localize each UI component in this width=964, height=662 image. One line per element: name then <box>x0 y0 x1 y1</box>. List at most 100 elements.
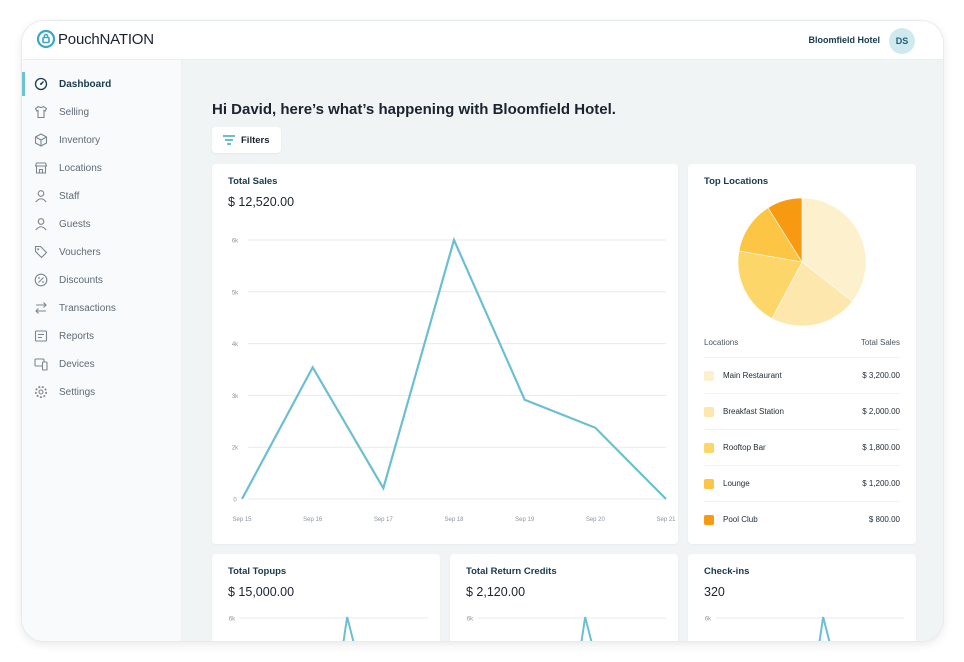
sidebar-item-label: Selling <box>59 106 90 118</box>
logo[interactable]: PouchNATION <box>36 29 154 49</box>
total-sales-line-chart: 0 2k 3k 4k 5k 6k Sep 15 Sep 16 Sep 17 Sep 18 Sep 1… <box>232 236 676 523</box>
sidebar-item-label: Reports <box>59 330 95 342</box>
location-amount: $ 1,200.00 <box>862 479 900 488</box>
card-title: Total Return Credits <box>466 566 557 577</box>
sidebar-item-staff[interactable]: Staff <box>22 182 181 210</box>
location-row: Lounge $ 1,200.00 <box>704 465 900 501</box>
shirt-icon <box>34 105 48 119</box>
sidebar-item-locations[interactable]: Locations <box>22 154 181 182</box>
location-amount: $ 3,200.00 <box>862 371 900 380</box>
filter-icon <box>223 135 235 145</box>
x-tick-label: Sep 17 <box>374 517 394 523</box>
legend-swatch <box>704 514 714 525</box>
sidebar-item-selling[interactable]: Selling <box>22 98 181 126</box>
tag-icon <box>34 245 48 259</box>
legend-swatch <box>704 442 714 453</box>
y-tick-label: 6k <box>229 617 236 623</box>
card-title: Total Sales <box>228 176 278 187</box>
legend-header-total-sales: Total Sales <box>860 338 900 347</box>
sidebar-item-discounts[interactable]: Discounts <box>22 266 181 294</box>
pie-slice[interactable] <box>738 207 803 263</box>
guest-icon <box>35 218 47 231</box>
sidebar-item-label: Devices <box>59 358 95 370</box>
top-header: PouchNATION Bloomfield Hotel DS <box>22 21 943 60</box>
check-ins-card: Check-ins 320 6k 5k <box>688 554 916 641</box>
sidebar-item-label: Staff <box>59 190 80 202</box>
hotel-name[interactable]: Bloomfield Hotel <box>808 35 881 45</box>
sidebar-item-label: Dashboard <box>59 78 112 90</box>
sidebar-item-label: Guests <box>59 218 91 230</box>
filters-button[interactable]: Filters <box>212 127 281 153</box>
y-tick-label: 6k <box>467 617 474 623</box>
app-window: PouchNATION Bloomfield Hotel DS Dashboar… <box>22 21 943 641</box>
percent-icon <box>34 273 48 287</box>
location-row: Breakfast Station $ 2,000.00 <box>704 393 900 429</box>
sales-series-line <box>241 236 667 500</box>
card-title: Top Locations <box>704 176 769 187</box>
legend-swatch <box>704 406 714 417</box>
sidebar-item-label: Transactions <box>59 302 116 314</box>
y-tick-label: 0 <box>233 498 237 504</box>
sidebar-item-transactions[interactable]: Transactions <box>22 294 181 322</box>
total-sales-card: Total Sales $ 12,520.00 0 2k 3k 4k 5k 6k Sep 1… <box>212 164 678 544</box>
sidebar-item-vouchers[interactable]: Vouchers <box>22 238 181 266</box>
series-line <box>580 616 593 641</box>
legend-header-locations: Locations <box>704 338 739 347</box>
main-content: Hi David, here’s what’s happening with B… <box>182 60 943 641</box>
devices-icon <box>34 358 48 371</box>
x-tick-label: Sep 18 <box>444 517 464 523</box>
card-value: 320 <box>704 585 725 599</box>
legend-swatch <box>704 478 714 489</box>
pie-slice[interactable] <box>771 261 853 327</box>
sidebar-item-devices[interactable]: Devices <box>22 350 181 378</box>
sidebar-item-dashboard[interactable]: Dashboard <box>22 70 181 98</box>
x-tick-label: Sep 16 <box>303 517 323 523</box>
card-value: $ 12,520.00 <box>228 195 295 209</box>
sidebar-item-label: Locations <box>59 162 102 174</box>
transfer-icon <box>35 302 47 314</box>
filters-label: Filters <box>241 134 270 146</box>
pie-slice[interactable] <box>737 250 803 319</box>
location-row: Rooftop Bar $ 1,800.00 <box>704 429 900 465</box>
box-icon <box>34 133 48 147</box>
location-row: Main Restaurant $ 3,200.00 <box>704 357 900 393</box>
sidebar-item-label: Inventory <box>59 134 101 146</box>
logo-text: PouchNATION <box>58 30 154 48</box>
top-locations-pie-chart <box>737 197 867 327</box>
pie-slice[interactable] <box>801 197 867 302</box>
user-icon <box>35 190 47 203</box>
sidebar: Dashboard Selling Inventory Locations St… <box>22 60 182 641</box>
x-tick-label: Sep 20 <box>586 517 606 523</box>
sidebar-item-reports[interactable]: Reports <box>22 322 181 350</box>
total-topups-card: Total Topups $ 15,000.00 6k 5k <box>212 554 440 641</box>
location-name: Lounge <box>723 479 750 488</box>
sidebar-item-guests[interactable]: Guests <box>22 210 181 238</box>
sidebar-item-label: Settings <box>59 386 96 398</box>
pie-slice[interactable] <box>767 197 803 264</box>
location-name: Rooftop Bar <box>723 443 766 452</box>
location-amount: $ 1,800.00 <box>862 443 900 452</box>
sidebar-item-settings[interactable]: Settings <box>22 378 181 406</box>
top-locations-card: Top Locations Locations Total Sales Main… <box>688 164 916 544</box>
x-tick-label: Sep 19 <box>515 517 535 523</box>
location-amount: $ 2,000.00 <box>862 407 900 416</box>
user-avatar[interactable]: DS <box>889 28 915 54</box>
page-title: Hi David, here’s what’s happening with B… <box>212 101 616 118</box>
location-name: Breakfast Station <box>723 407 784 416</box>
y-tick-label: 2k <box>232 446 239 452</box>
sidebar-item-inventory[interactable]: Inventory <box>22 126 181 154</box>
series-line <box>818 616 831 641</box>
total-return-credits-card: Total Return Credits $ 2,120.00 6k 5k <box>450 554 678 641</box>
y-tick-label: 4k <box>232 342 239 348</box>
sidebar-item-label: Discounts <box>59 274 103 286</box>
x-tick-label: Sep 21 <box>656 517 676 523</box>
report-icon <box>34 330 48 342</box>
y-tick-label: 5k <box>232 290 239 296</box>
location-name: Pool Club <box>723 515 758 524</box>
y-tick-label: 3k <box>232 394 239 400</box>
series-line <box>342 616 355 641</box>
y-tick-label: 6k <box>705 617 712 623</box>
location-name: Main Restaurant <box>723 371 782 380</box>
